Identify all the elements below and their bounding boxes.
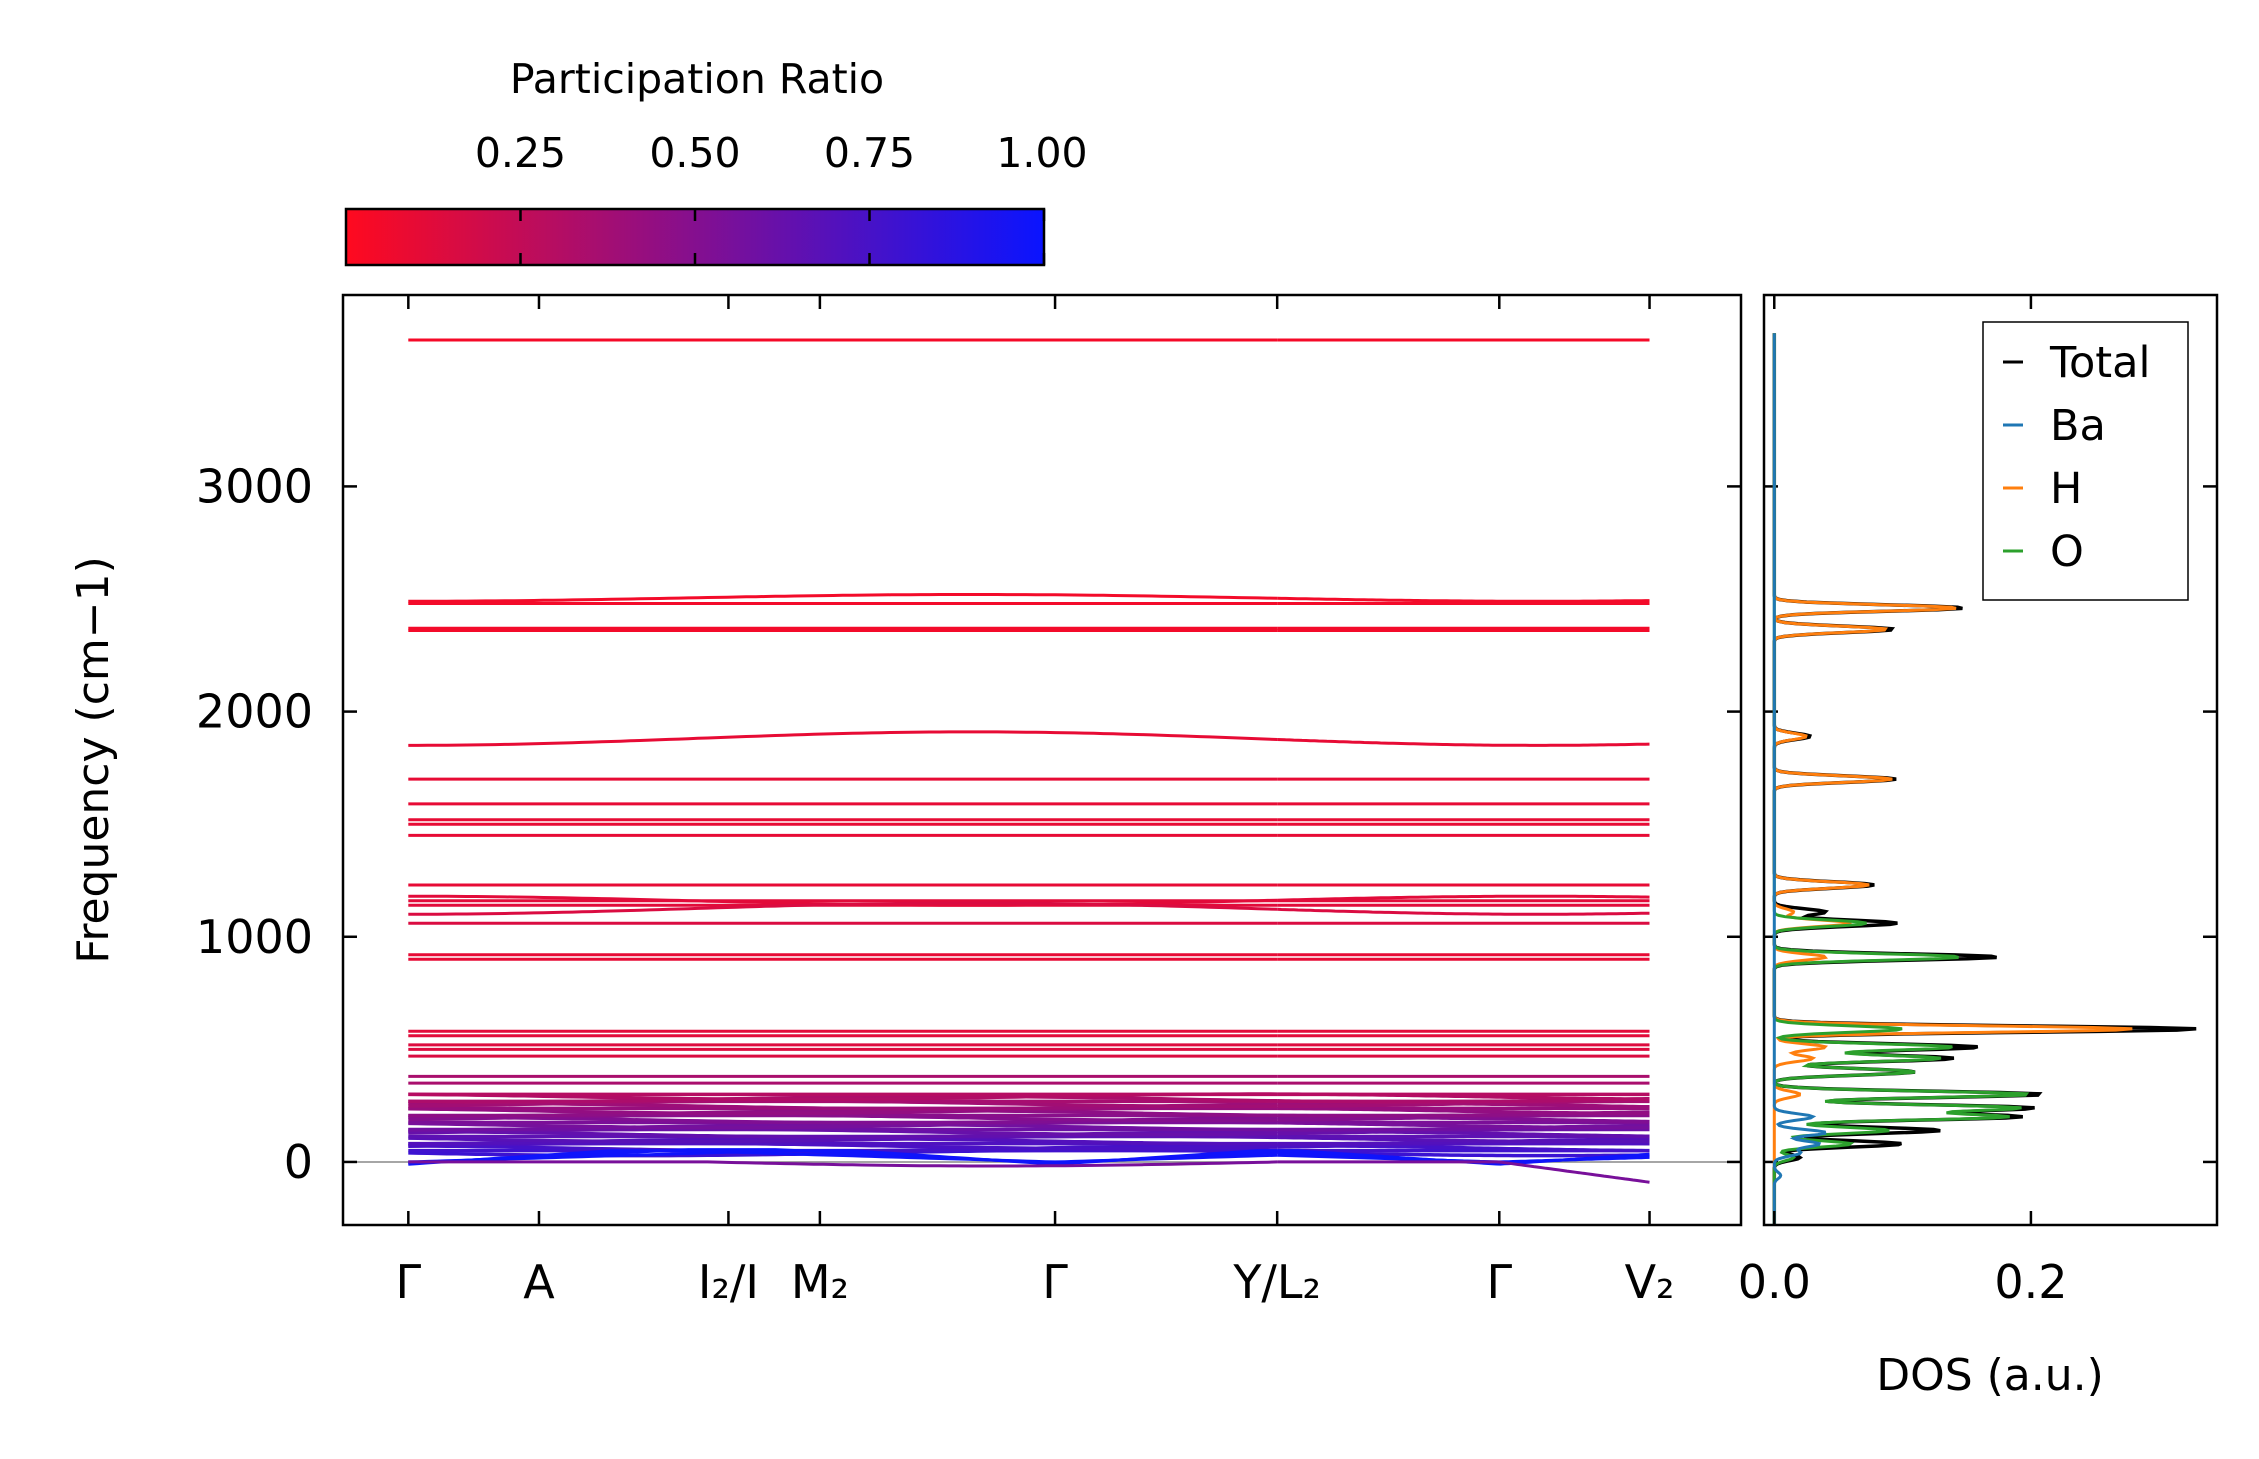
phonon-band (408, 901, 1278, 916)
dos-lines (1772, 333, 2197, 1225)
colorbar-tick-label: 0.75 (824, 129, 915, 177)
colorbar-tick-label: 1.00 (996, 129, 1087, 177)
dos-axes-frame (1762, 293, 2219, 1227)
band-y-tick-label: 2000 (196, 685, 313, 739)
soft-mode-band (408, 1160, 1278, 1168)
legend-label-h: H (2050, 464, 2082, 514)
legend-label-total: Total (2049, 338, 2150, 388)
colorbar-ticks (519, 209, 1046, 265)
dos-legend: Total Ba H O (1982, 321, 2189, 601)
phonon-band (1277, 894, 1650, 902)
band-y-tick-label: 0 (284, 1135, 313, 1189)
dos-x-axis-label: DOS (a.u.) (1876, 1350, 2104, 1401)
band-x-tick-label: I₂/I (698, 1255, 759, 1309)
band-y-tick-label: 1000 (196, 910, 313, 964)
phonon-band (1277, 907, 1650, 916)
band-x-tick-label: Y/L₂ (1232, 1255, 1321, 1309)
phonon-band (408, 730, 1278, 747)
legend-label-ba: Ba (2050, 401, 2106, 451)
phonon-band (408, 1094, 1278, 1104)
phonon-band (1277, 1135, 1650, 1144)
legend-label-o: O (2050, 527, 2084, 577)
band-x-tick-label: Γ (396, 1255, 422, 1309)
band-axis-ticks (343, 295, 2217, 1225)
dos-axis-ticks (1773, 295, 2033, 1225)
phonon-band (408, 593, 1278, 603)
acoustic-band (408, 1149, 1278, 1166)
colorbar-title: Participation Ratio (510, 55, 884, 103)
band-lines (343, 338, 1741, 1184)
band-axes-frame (341, 293, 1743, 1227)
phonon-band (408, 1122, 1278, 1132)
colorbar-tick-label: 0.25 (475, 129, 566, 177)
phonon-band (1277, 596, 1650, 603)
band-y-tick-labels: 0 1000 2000 3000 (196, 459, 313, 1189)
colorbar-tick-labels: 0.25 0.50 0.75 1.00 (475, 129, 1088, 177)
band-x-tick-label: M₂ (791, 1255, 849, 1309)
band-x-tick-labels: Γ A I₂/I M₂ Γ Y/L₂ Γ V₂ (396, 1255, 1675, 1309)
band-x-tick-label: V₂ (1625, 1255, 1675, 1309)
soft-mode-band (1277, 1160, 1650, 1184)
legend-frame (1982, 321, 2189, 601)
band-y-axis-label: Frequency (cm−1) (68, 556, 119, 964)
phonon-band (408, 1108, 1278, 1118)
band-x-tick-label: Γ (1486, 1255, 1512, 1309)
colorbar-tick-label: 0.50 (649, 129, 740, 177)
dos-x-tick-label: 0.0 (1738, 1255, 1811, 1309)
dos-x-tick-labels: 0.0 0.2 (1738, 1255, 2068, 1309)
dos-x-tick-label: 0.2 (1994, 1255, 2067, 1309)
dos-series-ba (1772, 333, 1827, 1225)
band-x-tick-label: A (523, 1255, 555, 1309)
phonon-band (1277, 738, 1650, 747)
band-y-tick-label: 3000 (196, 459, 313, 513)
band-x-tick-label: Γ (1042, 1255, 1068, 1309)
